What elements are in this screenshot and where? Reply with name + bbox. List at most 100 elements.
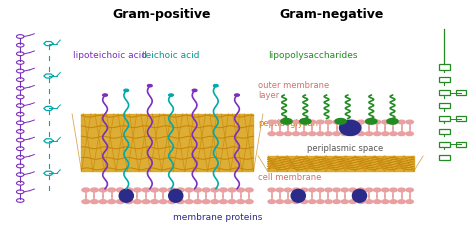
- Circle shape: [406, 188, 413, 192]
- Circle shape: [309, 120, 316, 124]
- Circle shape: [349, 132, 356, 136]
- Bar: [456, 142, 466, 147]
- Circle shape: [124, 89, 128, 91]
- Circle shape: [82, 188, 90, 192]
- Circle shape: [292, 188, 300, 192]
- Circle shape: [103, 94, 108, 96]
- Circle shape: [99, 200, 107, 204]
- Bar: [439, 90, 449, 95]
- Circle shape: [309, 188, 316, 192]
- Circle shape: [246, 188, 253, 192]
- Circle shape: [398, 120, 405, 124]
- Circle shape: [202, 200, 210, 204]
- Circle shape: [213, 85, 218, 87]
- Text: lipopolysaccharides: lipopolysaccharides: [268, 51, 357, 60]
- Circle shape: [374, 200, 381, 203]
- Bar: [439, 64, 449, 69]
- Circle shape: [268, 188, 275, 192]
- Circle shape: [219, 200, 227, 204]
- Circle shape: [406, 120, 413, 124]
- Text: lipoteichoic acid: lipoteichoic acid: [73, 51, 147, 60]
- Circle shape: [116, 188, 124, 192]
- Circle shape: [382, 120, 389, 124]
- Circle shape: [325, 200, 332, 203]
- Circle shape: [194, 200, 201, 204]
- Circle shape: [357, 132, 365, 136]
- Circle shape: [228, 200, 236, 204]
- Circle shape: [406, 132, 413, 136]
- Circle shape: [382, 188, 389, 192]
- Circle shape: [301, 188, 308, 192]
- Circle shape: [185, 200, 193, 204]
- Circle shape: [211, 188, 219, 192]
- Bar: [456, 90, 466, 95]
- Circle shape: [91, 200, 98, 204]
- Circle shape: [284, 132, 292, 136]
- Circle shape: [142, 200, 150, 204]
- Circle shape: [276, 188, 283, 192]
- Circle shape: [406, 200, 413, 203]
- Circle shape: [398, 188, 405, 192]
- Circle shape: [382, 132, 389, 136]
- Circle shape: [333, 120, 340, 124]
- Circle shape: [108, 188, 116, 192]
- Text: periplasmic space: periplasmic space: [307, 144, 383, 153]
- Ellipse shape: [169, 189, 183, 202]
- Text: peptidoglycan: peptidoglycan: [258, 119, 318, 128]
- Circle shape: [317, 200, 324, 203]
- Bar: [439, 129, 449, 134]
- Circle shape: [142, 188, 150, 192]
- Circle shape: [192, 89, 197, 91]
- Circle shape: [387, 118, 398, 124]
- Circle shape: [168, 200, 176, 204]
- Circle shape: [237, 188, 245, 192]
- Circle shape: [390, 132, 397, 136]
- Circle shape: [398, 132, 405, 136]
- Text: teichoic acid: teichoic acid: [142, 51, 200, 60]
- Circle shape: [281, 118, 292, 124]
- Text: cell membrane: cell membrane: [258, 173, 321, 182]
- Circle shape: [349, 120, 356, 124]
- Circle shape: [398, 200, 405, 203]
- Circle shape: [365, 120, 373, 124]
- Bar: [439, 155, 449, 160]
- Circle shape: [268, 132, 275, 136]
- Circle shape: [390, 200, 397, 203]
- Circle shape: [211, 200, 219, 204]
- Circle shape: [335, 118, 346, 124]
- Circle shape: [333, 132, 340, 136]
- Circle shape: [284, 188, 292, 192]
- Circle shape: [390, 120, 397, 124]
- Circle shape: [301, 200, 308, 203]
- Ellipse shape: [353, 189, 366, 202]
- Bar: [439, 142, 449, 147]
- Circle shape: [301, 132, 308, 136]
- Circle shape: [159, 188, 167, 192]
- Circle shape: [341, 200, 348, 203]
- Circle shape: [365, 200, 373, 203]
- Circle shape: [390, 188, 397, 192]
- Circle shape: [341, 120, 348, 124]
- Circle shape: [268, 120, 275, 124]
- Circle shape: [341, 132, 348, 136]
- Bar: [439, 116, 449, 121]
- Circle shape: [276, 200, 283, 203]
- Circle shape: [228, 188, 236, 192]
- Circle shape: [357, 120, 365, 124]
- Circle shape: [309, 132, 316, 136]
- Circle shape: [176, 188, 184, 192]
- Circle shape: [365, 132, 373, 136]
- Circle shape: [325, 120, 332, 124]
- Text: Gram-positive: Gram-positive: [112, 9, 211, 21]
- Bar: [439, 77, 449, 82]
- FancyBboxPatch shape: [82, 114, 254, 171]
- Circle shape: [99, 188, 107, 192]
- Circle shape: [276, 120, 283, 124]
- Circle shape: [246, 200, 253, 204]
- Circle shape: [134, 200, 141, 204]
- Circle shape: [301, 120, 308, 124]
- Circle shape: [357, 200, 365, 203]
- Circle shape: [116, 200, 124, 204]
- Circle shape: [325, 132, 332, 136]
- Circle shape: [374, 188, 381, 192]
